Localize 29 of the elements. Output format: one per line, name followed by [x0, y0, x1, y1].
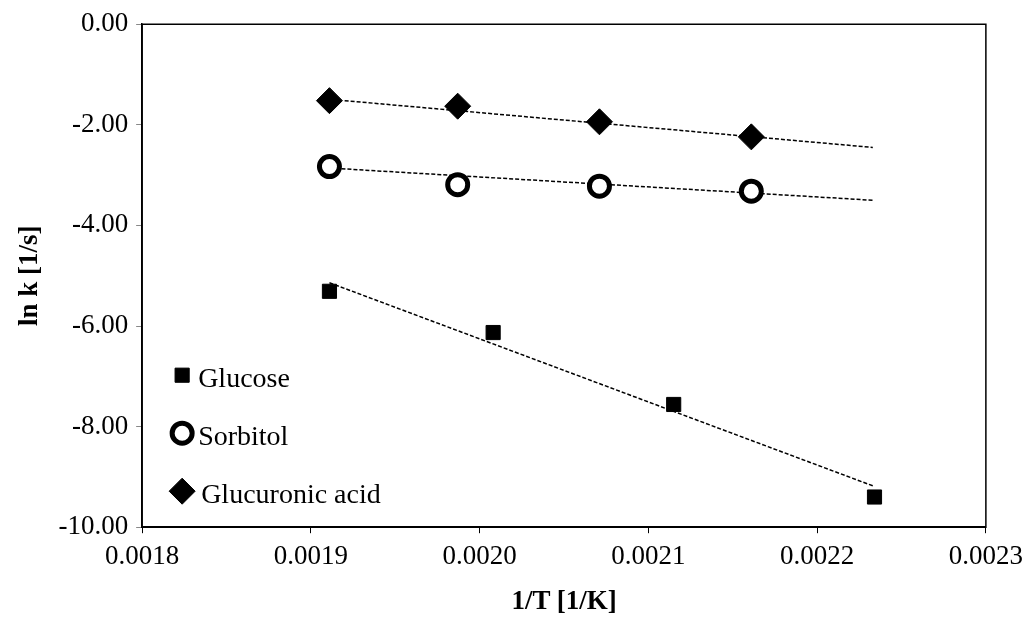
x-axis-title: 1/T [1/K]: [511, 584, 617, 615]
legend-label: Sorbitol: [198, 419, 289, 451]
y-tick-label: -4.00: [71, 208, 129, 239]
point: [444, 92, 472, 120]
point: [585, 108, 613, 136]
legend-label: Glucuronic acid: [201, 477, 381, 509]
point: [586, 173, 612, 199]
y-tick-label: -10.00: [58, 510, 129, 541]
x-tick-label: 0.0019: [273, 540, 349, 571]
point: [737, 123, 765, 151]
point: [866, 489, 883, 505]
x-tick-label: 0.0021: [611, 540, 686, 571]
y-tick-label: 0.00: [80, 7, 129, 38]
y-tick-label: -8.00: [71, 409, 129, 440]
x-tick-label: 0.0023: [948, 540, 1023, 571]
x-tick-label: 0.0022: [780, 540, 855, 571]
point: [321, 283, 338, 299]
point: [738, 178, 764, 204]
point: [445, 172, 471, 198]
point: [315, 87, 343, 115]
y-tick-label: -6.00: [71, 309, 129, 340]
y-tick-label: -2.00: [71, 107, 129, 138]
point: [666, 396, 682, 413]
legend-label: Glucose: [198, 361, 290, 393]
x-tick-label: 0.0020: [442, 540, 517, 571]
y-axis-title: ln k [1/s]: [13, 225, 44, 326]
point: [485, 324, 501, 341]
x-tick-label: 0.0018: [105, 540, 180, 571]
point: [316, 154, 342, 180]
